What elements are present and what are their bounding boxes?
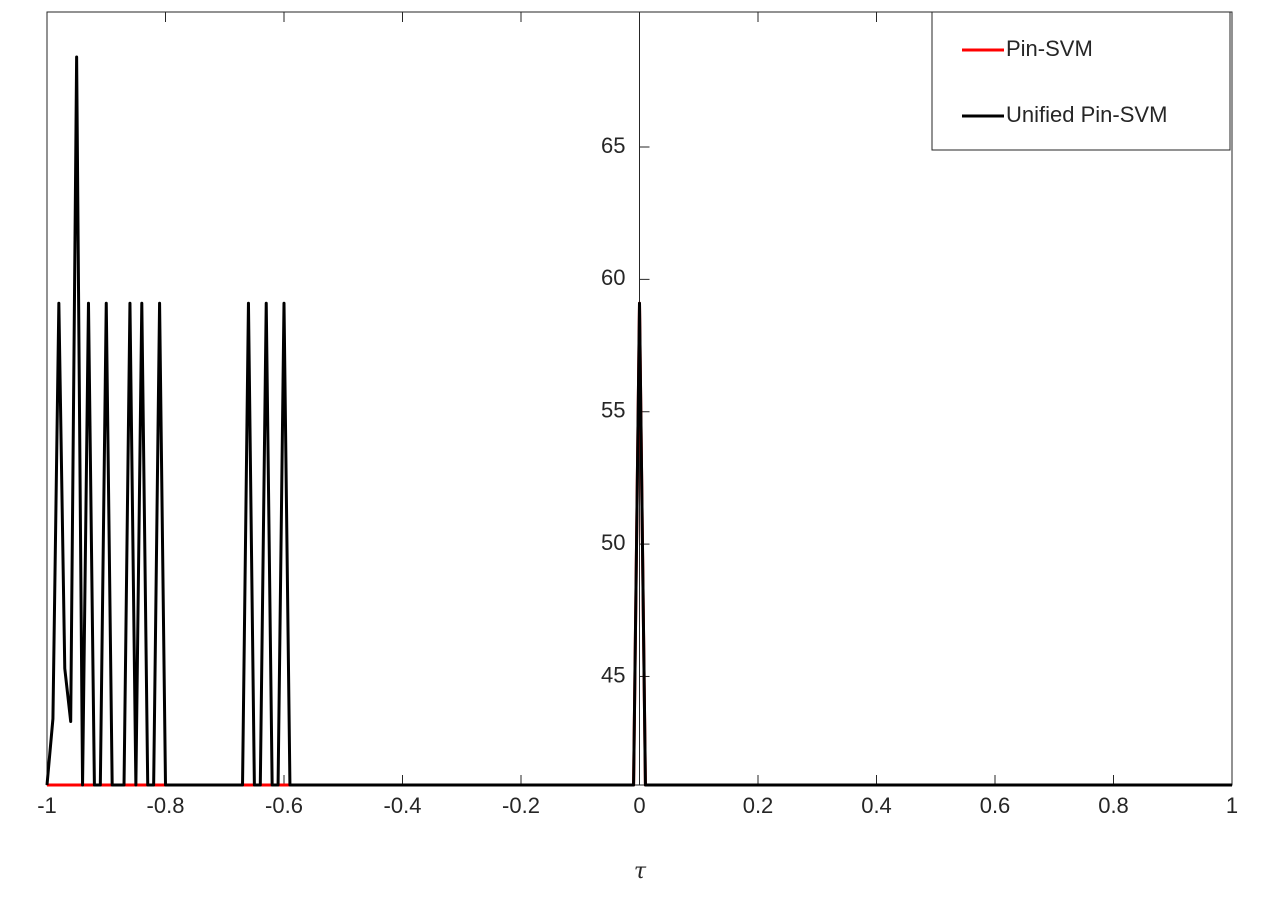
x-tick-label: 0.4: [861, 793, 892, 818]
y-tick-label: 50: [601, 530, 625, 555]
x-tick-label: 0: [633, 793, 645, 818]
legend-box: [931, 11, 1231, 151]
y-tick-label: 55: [601, 398, 625, 423]
x-tick-label: 1: [1226, 793, 1238, 818]
y-tick-label: 45: [601, 662, 625, 687]
x-tick-label: -1: [37, 793, 57, 818]
legend-label: Pin-SVM: [1006, 36, 1093, 61]
y-tick-label: 65: [601, 133, 625, 158]
x-tick-label: 0.6: [980, 793, 1011, 818]
x-axis-label: τ: [634, 859, 647, 884]
x-tick-label: -0.8: [147, 793, 185, 818]
series-line: [45, 55, 1232, 787]
x-tick-label: -0.2: [502, 793, 540, 818]
x-tick-label: -0.6: [265, 793, 303, 818]
x-tick-label: 0.8: [1098, 793, 1129, 818]
x-tick-label: -0.4: [384, 793, 422, 818]
legend-label: Unified Pin-SVM: [1006, 102, 1167, 127]
x-tick-label: 0.2: [743, 793, 774, 818]
y-tick-label: 60: [601, 265, 625, 290]
